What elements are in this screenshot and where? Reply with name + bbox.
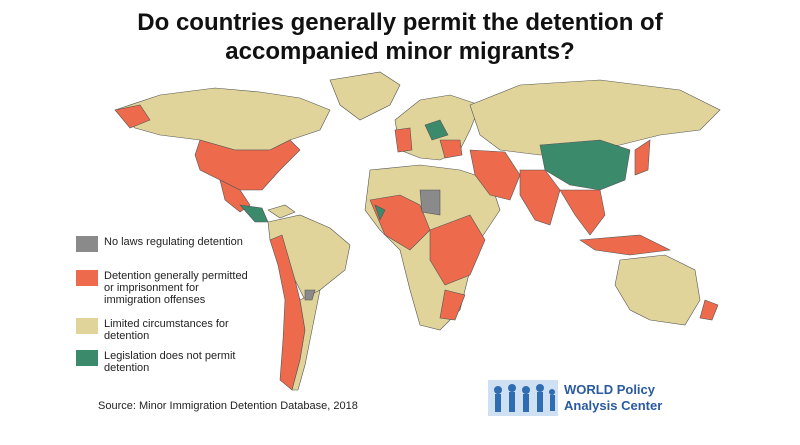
country-region <box>469 79 721 156</box>
logo-icon <box>488 380 558 416</box>
legend-label: No laws regulating detention <box>104 236 254 248</box>
country-region <box>614 254 701 326</box>
country-region <box>634 139 651 176</box>
country-region <box>559 189 606 236</box>
country-region <box>419 189 441 216</box>
logo: WORLD Policy Analysis Center <box>488 378 662 418</box>
logo-text: WORLD Policy Analysis Center <box>564 382 662 414</box>
legend-item: Detention generally permitted or impriso… <box>76 270 254 306</box>
legend-label: Detention generally permitted or impriso… <box>104 270 254 306</box>
country-region <box>579 234 672 256</box>
country-region <box>394 127 413 153</box>
country-region <box>304 289 316 301</box>
country-region <box>699 299 719 321</box>
legend-label: Limited circumstances for detention <box>104 318 254 342</box>
country-region <box>439 289 466 321</box>
legend-swatch <box>76 236 98 252</box>
country-region <box>429 214 486 286</box>
legend-swatch <box>76 350 98 366</box>
country-region <box>519 169 561 226</box>
legend-swatch <box>76 318 98 334</box>
legend-swatch <box>76 270 98 286</box>
country-region <box>439 139 463 159</box>
country-region <box>374 204 386 221</box>
source: Source: Minor Immigration Detention Data… <box>98 400 358 412</box>
country-region <box>469 149 521 201</box>
country-region <box>329 71 401 121</box>
legend-item: No laws regulating detention <box>76 236 254 252</box>
legend-item: Limited circumstances for detention <box>76 318 254 342</box>
logo-line: Analysis Center <box>564 398 663 413</box>
country-region <box>239 204 269 223</box>
title: Do countries generally permit the detent… <box>137 9 663 65</box>
legend-label: Legislation does not permit detention <box>104 350 254 374</box>
legend-item: Legislation does not permit detention <box>76 350 254 374</box>
country-region <box>424 119 449 141</box>
country-region <box>114 87 331 151</box>
country-region <box>539 139 631 191</box>
logo-line: WORLD Policy <box>564 382 656 397</box>
country-region <box>194 139 301 191</box>
country-region <box>291 289 321 391</box>
country-region <box>267 204 296 219</box>
country-region <box>114 104 151 129</box>
